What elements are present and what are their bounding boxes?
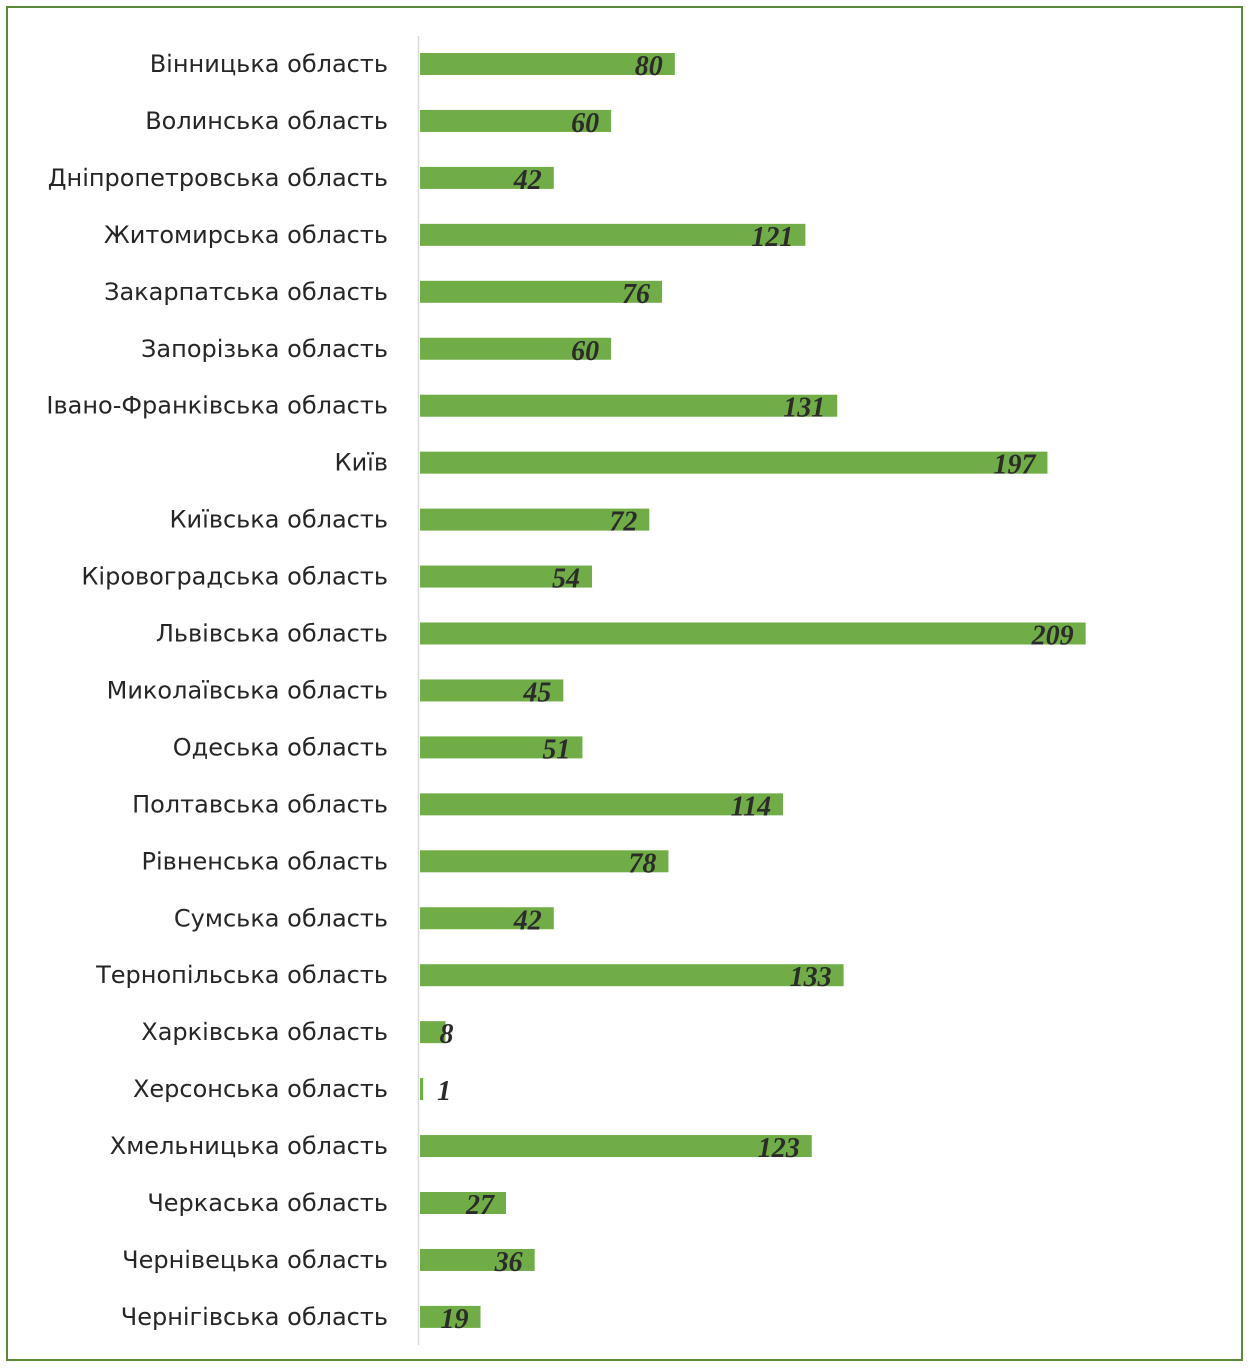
data-label: 19	[441, 1304, 469, 1335]
bar	[420, 451, 1048, 474]
category-label: Сумська область	[174, 904, 388, 932]
bar	[420, 1248, 535, 1271]
category-label: Волинська область	[145, 107, 388, 135]
data-label: 72	[609, 507, 637, 538]
data-label: 60	[571, 108, 599, 139]
data-label: 27	[465, 1190, 495, 1221]
data-label: 42	[513, 165, 542, 196]
bar	[420, 964, 844, 987]
category-label: Чернігівська область	[121, 1303, 388, 1331]
data-label: 131	[783, 393, 825, 424]
bar	[420, 1021, 446, 1044]
data-label: 78	[628, 848, 656, 879]
category-label: Запорізька область	[141, 335, 388, 363]
bar	[420, 337, 612, 360]
category-label: Одеська область	[173, 733, 388, 761]
bar	[420, 1078, 424, 1101]
bar	[420, 907, 554, 930]
data-label: 36	[494, 1247, 523, 1278]
data-label: 54	[552, 564, 580, 595]
bar	[420, 508, 650, 531]
data-labels: 80 60 42 121 76 60 131 197 72 54 209 45 51 114 78 42 133…	[437, 51, 1073, 1335]
category-labels: Вінницька область Волинська область Дніпро…	[46, 50, 388, 1331]
category-label: Черкаська область	[147, 1189, 388, 1217]
data-label: 42	[513, 905, 542, 936]
category-label: Івано-Франківська область	[46, 392, 388, 420]
bars-layer	[420, 53, 1086, 1328]
category-label: Кіровоградська область	[81, 563, 388, 591]
data-label: 123	[758, 1133, 800, 1164]
category-label: Хмельницька область	[110, 1132, 388, 1160]
data-label: 133	[790, 962, 832, 993]
category-label: Чернівецька область	[122, 1246, 388, 1274]
data-label: 60	[571, 336, 599, 367]
category-label: Київ	[335, 449, 388, 477]
data-label: 8	[439, 1019, 453, 1050]
category-label: Дніпропетровська область	[48, 164, 388, 192]
bar	[420, 109, 612, 132]
category-label: Закарпатська область	[104, 278, 388, 306]
bar	[420, 53, 675, 75]
category-label: Вінницька область	[150, 50, 388, 78]
bar	[420, 1135, 812, 1158]
bar	[420, 736, 583, 759]
data-label: 197	[993, 450, 1036, 481]
category-label: Миколаївська область	[107, 676, 388, 704]
category-label: Харківська область	[141, 1018, 388, 1046]
data-label: 45	[522, 677, 551, 708]
bar	[420, 166, 554, 189]
bar	[420, 565, 592, 588]
bar	[420, 850, 669, 873]
data-label: 76	[622, 279, 650, 310]
category-label: Полтавська область	[132, 790, 388, 818]
category-label: Львівська область	[156, 620, 388, 648]
bar	[420, 679, 564, 702]
bar	[420, 280, 663, 303]
bar	[420, 622, 1086, 645]
data-label: 209	[1031, 621, 1074, 652]
bar	[420, 793, 784, 816]
data-label: 121	[751, 222, 793, 253]
data-label: 1	[437, 1076, 451, 1107]
bar	[420, 394, 838, 417]
category-label: Рівненська область	[142, 847, 388, 875]
category-label: Київська область	[170, 506, 388, 534]
data-label: 114	[731, 791, 771, 822]
bar	[420, 1192, 506, 1214]
category-label: Тернопільська область	[95, 961, 388, 989]
bar	[420, 1305, 481, 1328]
category-label: Херсонська область	[133, 1075, 388, 1103]
category-label: Житомирська область	[104, 221, 388, 249]
bar	[420, 223, 806, 246]
data-label: 51	[542, 734, 570, 765]
data-label: 80	[635, 51, 663, 82]
